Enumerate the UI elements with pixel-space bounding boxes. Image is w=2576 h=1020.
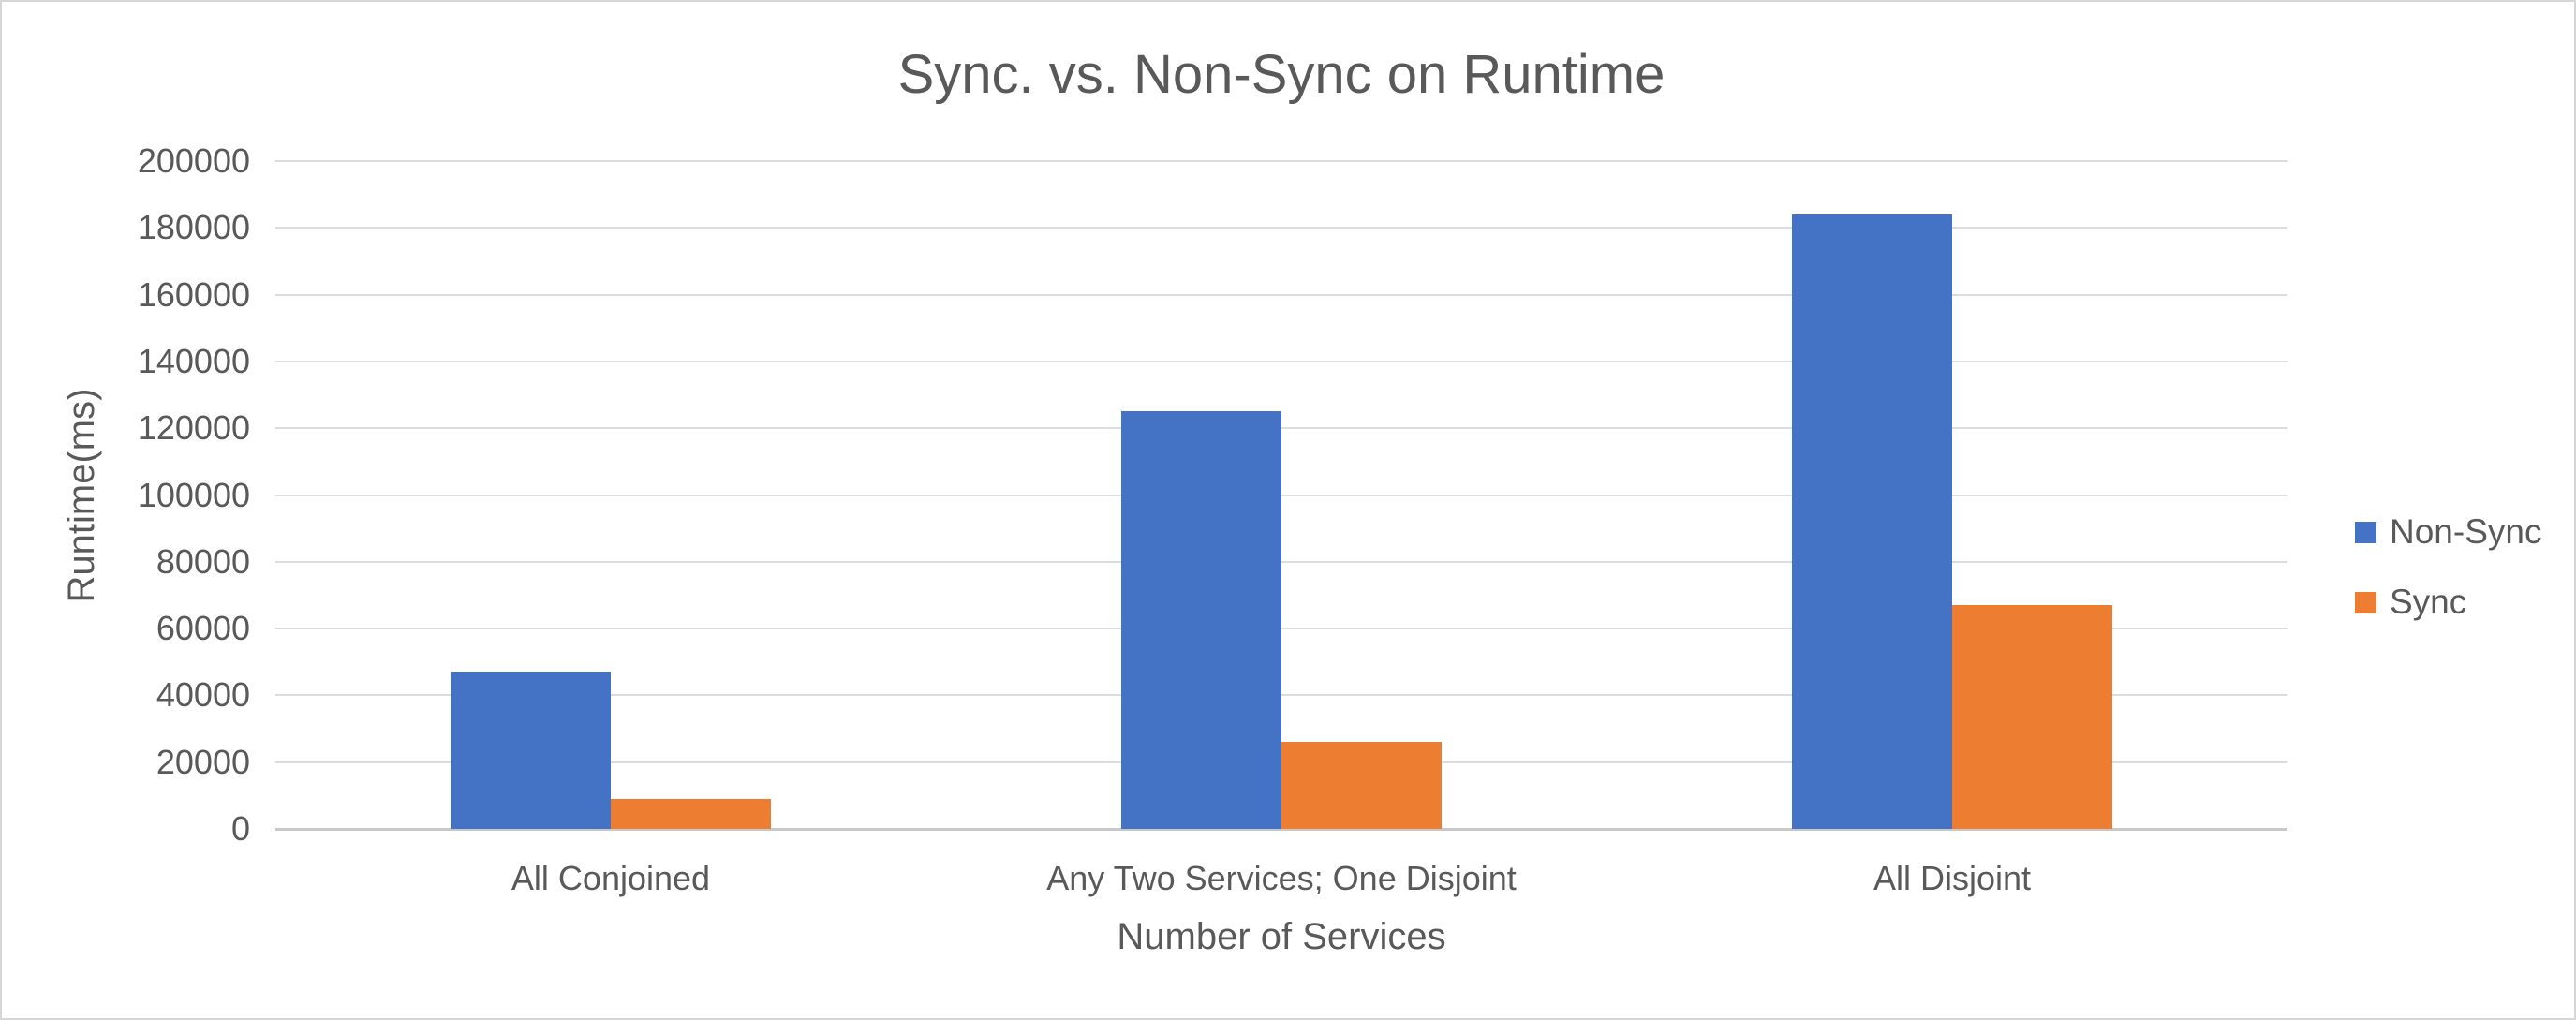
legend-swatch-non-sync: [2355, 521, 2376, 543]
gridline: [275, 628, 2287, 630]
x-axis-title: Number of Services: [1117, 916, 1446, 957]
gridline: [275, 494, 2287, 496]
y-tick-label: 180000: [137, 208, 250, 247]
x-category-label-any-two-services-one-disjoint: Any Two Services; One Disjoint: [1046, 859, 1517, 897]
bar-non-sync-all-disjoint: [1792, 214, 1952, 829]
bar-non-sync-any-two-services-one-disjoint: [1121, 411, 1281, 829]
legend-item-sync: Sync: [2355, 582, 2466, 623]
x-category-label-all-conjoined: All Conjoined: [511, 859, 711, 897]
gridline: [275, 560, 2287, 563]
bar-sync-any-two-services-one-disjoint: [1281, 742, 1442, 829]
y-tick-label: 60000: [155, 609, 250, 648]
y-tick-label: 0: [230, 809, 250, 848]
gridline: [275, 360, 2287, 362]
legend-item-non-sync: Non-Sync: [2355, 511, 2541, 553]
gridline: [275, 160, 2287, 162]
chart-title: Sync. vs. Non-Sync on Runtime: [897, 44, 1666, 105]
y-tick-label: 100000: [137, 475, 250, 514]
bar-non-sync-all-conjoined: [451, 672, 611, 829]
y-tick-label: 200000: [137, 141, 250, 180]
gridline: [275, 227, 2287, 229]
bar-sync-all-conjoined: [611, 798, 771, 829]
gridline: [275, 427, 2287, 430]
x-axis-line: [275, 828, 2287, 831]
x-category-label-all-disjoint: All Disjoint: [1873, 859, 2032, 897]
y-tick-label: 40000: [155, 675, 250, 715]
legend-label-non-sync: Non-Sync: [2390, 512, 2542, 551]
legend-swatch-sync: [2355, 591, 2376, 613]
y-tick-label: 120000: [137, 408, 250, 448]
gridline: [275, 694, 2287, 697]
gridline: [275, 293, 2287, 296]
y-tick-label: 160000: [137, 274, 250, 314]
bar-sync-all-disjoint: [1952, 605, 2112, 829]
y-tick-label: 20000: [155, 742, 250, 781]
y-tick-label: 80000: [155, 541, 250, 581]
y-tick-label: 140000: [137, 341, 250, 380]
legend-label-sync: Sync: [2390, 583, 2467, 621]
